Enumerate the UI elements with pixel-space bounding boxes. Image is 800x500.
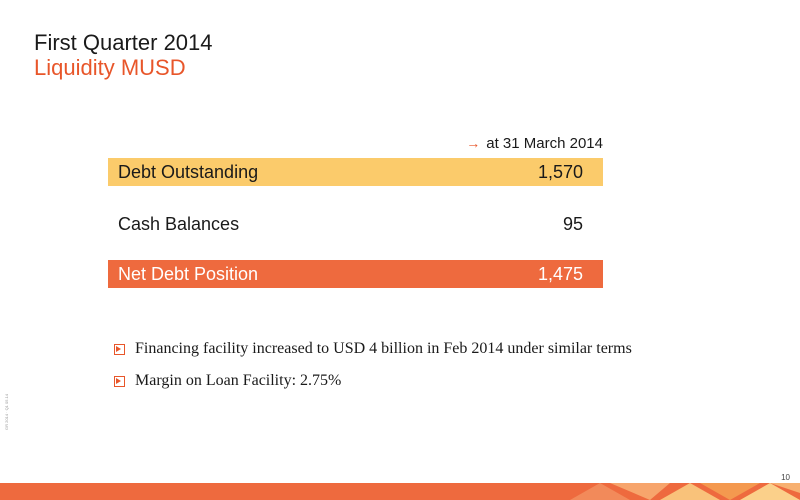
page-title: First Quarter 2014 bbox=[34, 30, 213, 55]
decorative-pattern-icon bbox=[570, 483, 800, 500]
title-block: First Quarter 2014 Liquidity MUSD bbox=[34, 30, 213, 81]
row-value: 1,570 bbox=[537, 161, 583, 182]
bullet-item: Margin on Loan Facility: 2.75% bbox=[114, 370, 632, 392]
row-label: Cash Balances bbox=[118, 213, 240, 234]
row-cash-balances: Cash Balances 95 bbox=[108, 210, 603, 238]
bullet-text: Margin on Loan Facility: 2.75% bbox=[135, 372, 342, 389]
bullet-arrow-icon bbox=[114, 375, 125, 387]
page-number: 10 bbox=[781, 473, 790, 482]
row-debt-outstanding: Debt Outstanding 1,570 bbox=[108, 158, 603, 186]
row-value: 1,475 bbox=[537, 263, 583, 284]
bullet-item: Financing facility increased to USD 4 bi… bbox=[114, 338, 632, 360]
row-value: 95 bbox=[562, 213, 583, 234]
side-footnote: GR 2014 · Q1 05.14 bbox=[4, 393, 9, 430]
date-header: → at 31 March 2014 bbox=[108, 130, 603, 156]
row-label: Net Debt Position bbox=[118, 263, 259, 284]
bullet-text: Financing facility increased to USD 4 bi… bbox=[135, 340, 632, 357]
arrow-right-icon: → bbox=[466, 135, 481, 151]
row-net-debt-position: Net Debt Position 1,475 bbox=[108, 260, 603, 288]
date-label: at 31 March 2014 bbox=[486, 134, 603, 152]
bullet-list: Financing facility increased to USD 4 bi… bbox=[114, 338, 632, 402]
bullet-arrow-icon bbox=[114, 343, 125, 355]
page-subtitle: Liquidity MUSD bbox=[34, 55, 186, 81]
row-label: Debt Outstanding bbox=[118, 161, 259, 182]
bottom-decorative-band bbox=[0, 483, 800, 500]
liquidity-table: → at 31 March 2014 Debt Outstanding 1,57… bbox=[108, 130, 603, 288]
